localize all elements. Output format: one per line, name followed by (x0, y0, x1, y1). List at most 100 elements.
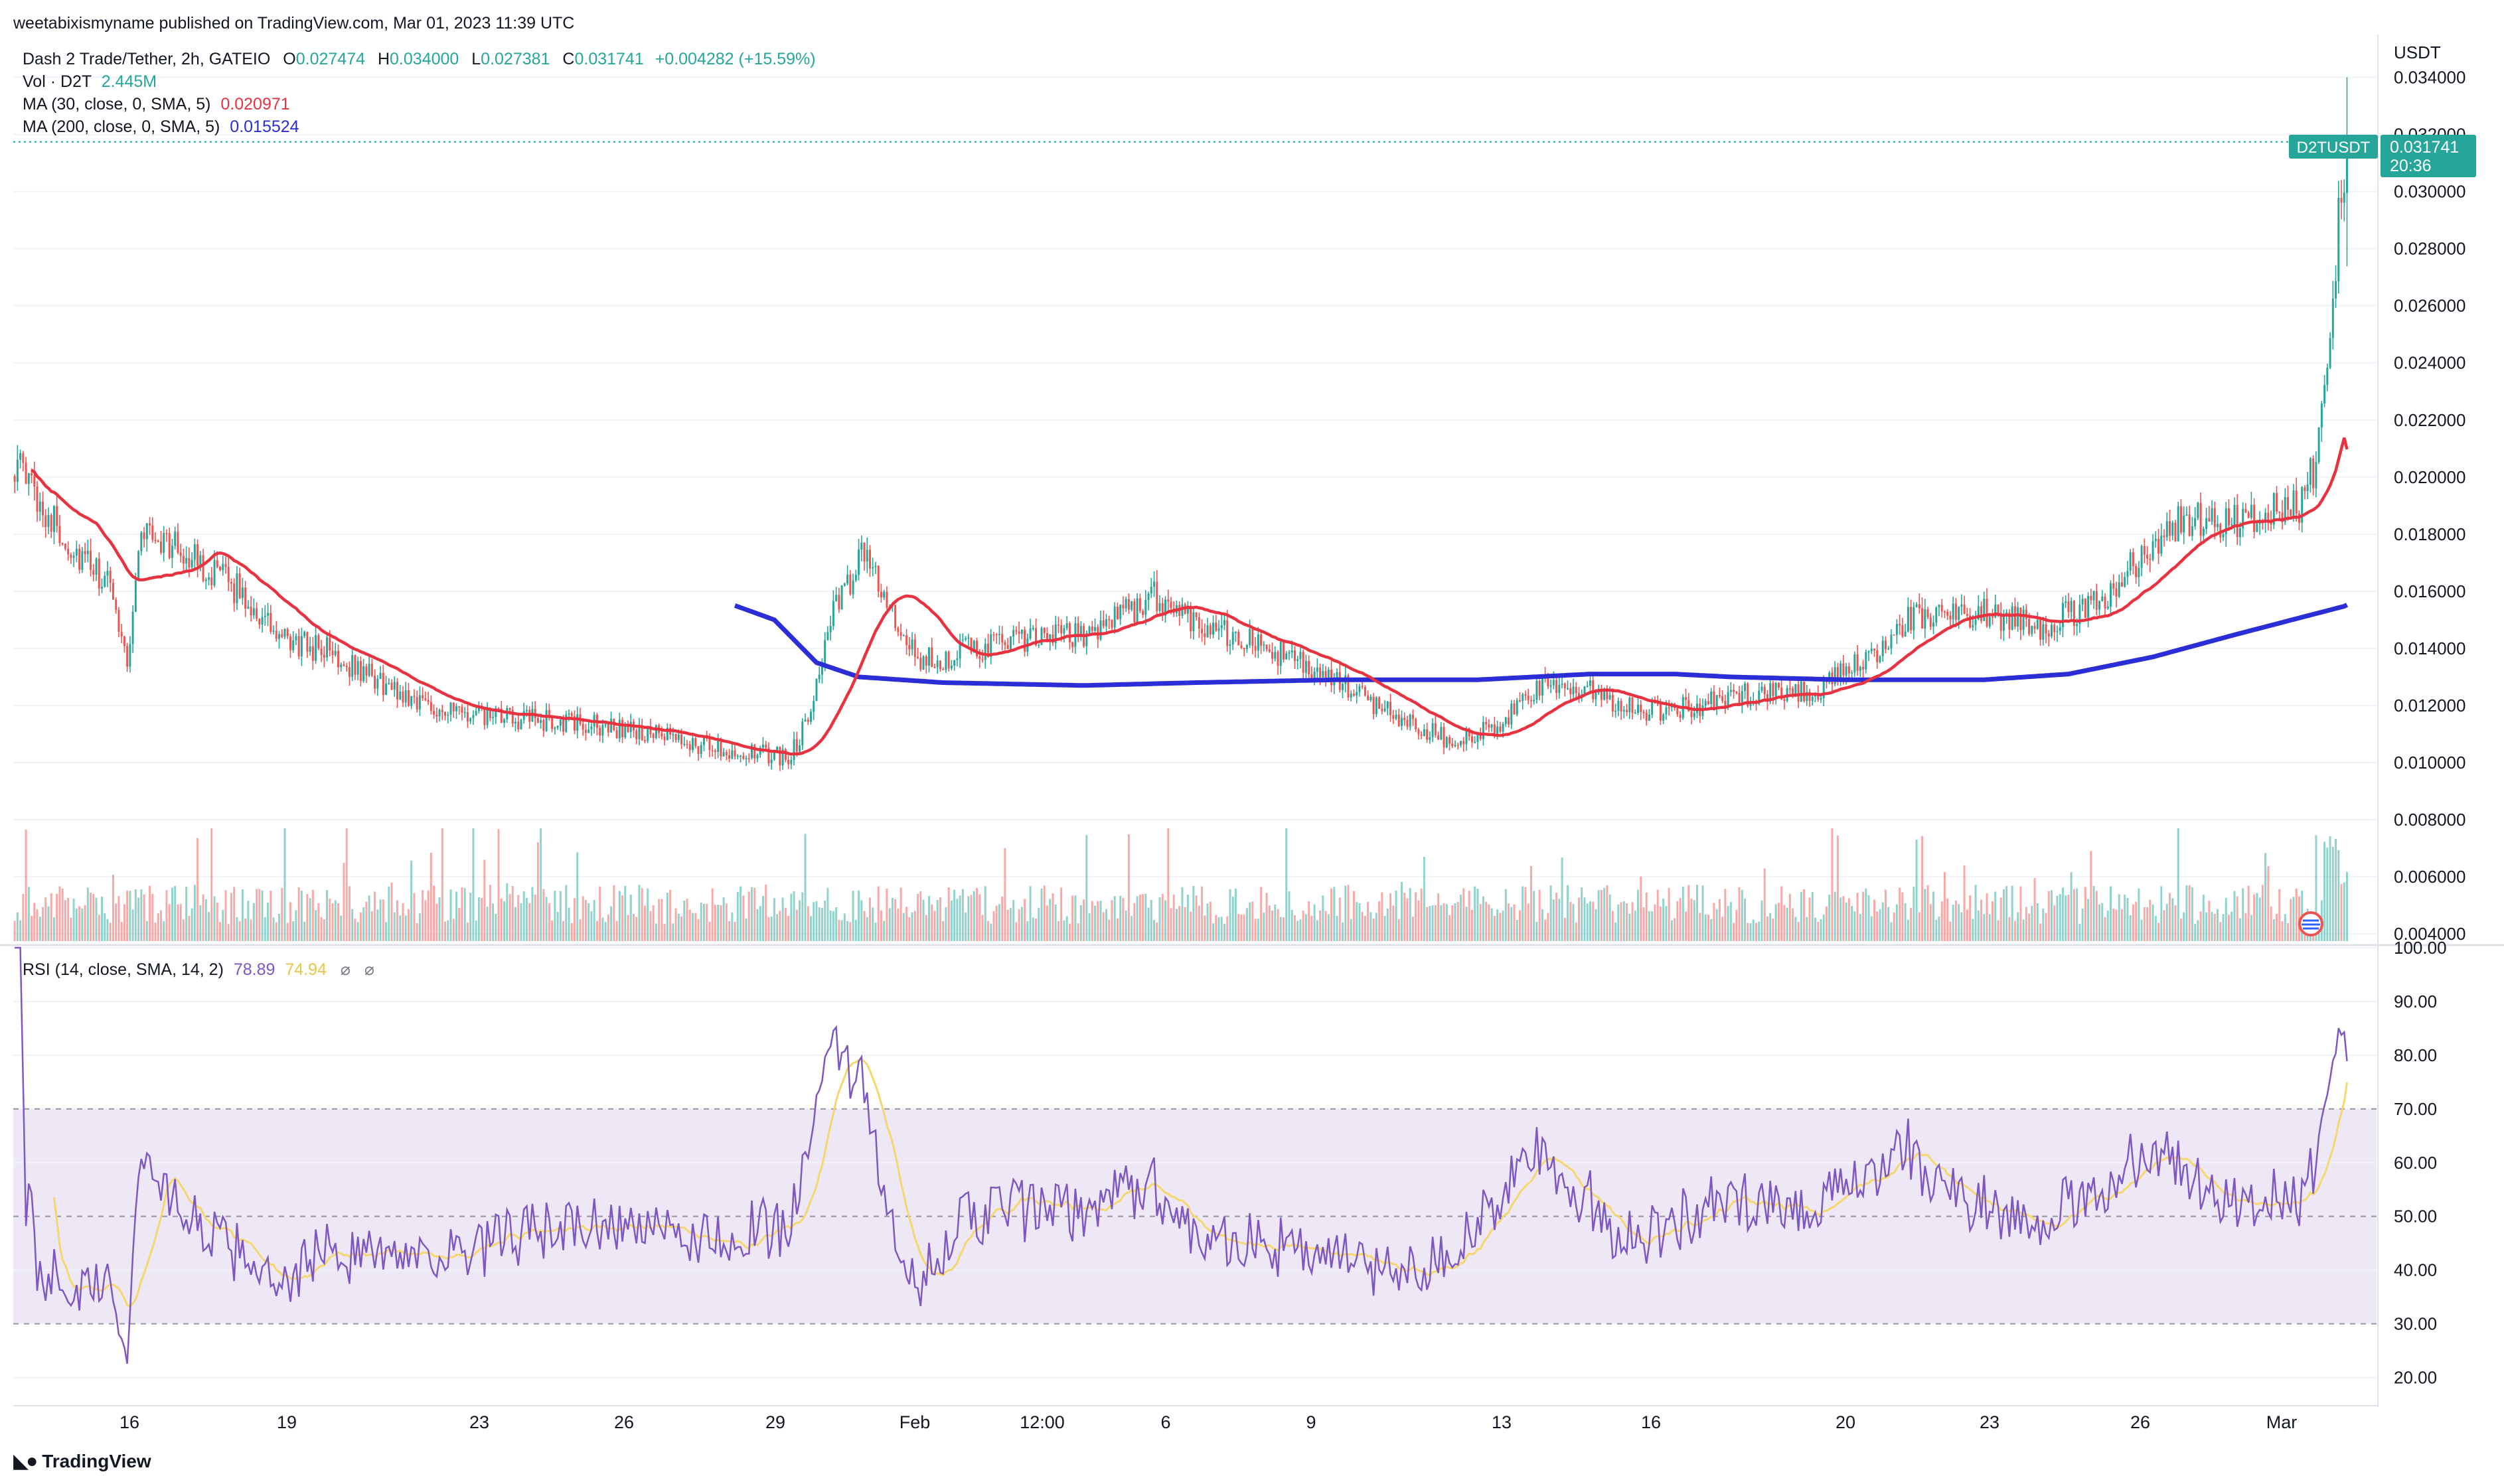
time-axis[interactable]: 16 19 23 26 29 Feb 12:00 6 9 13 16 20 23 26 Mar (119, 1412, 2297, 1432)
volume-bar (990, 923, 992, 941)
candle-body (2312, 458, 2315, 488)
volume-bar (402, 903, 404, 941)
volume-bar (1038, 907, 1040, 941)
candle-body (1733, 690, 1735, 692)
candle-body (1710, 691, 1713, 704)
rsi-axis[interactable]: 100.0090.0080.0070.0060.0050.0040.0030.0… (2394, 938, 2447, 1388)
volume-bar (1836, 835, 1839, 941)
volume-bar (2146, 907, 2149, 941)
volume-bar (992, 911, 995, 941)
candle-body (647, 725, 649, 741)
volume-bar (1682, 886, 1684, 941)
volume-bar (587, 903, 590, 941)
volume-bar (1943, 871, 1946, 941)
price-axis[interactable]: 0.0340000.0320000.0300000.0280000.026000… (2394, 68, 2465, 944)
candle-body (843, 583, 846, 586)
volume-legend[interactable]: Vol · D2T 2.445M (23, 70, 157, 93)
volume-bar (145, 921, 148, 941)
candle-body (1009, 636, 1012, 649)
candle-body (1940, 605, 1943, 612)
symbol-name[interactable]: Dash 2 Trade/Tether, 2h, GATEIO (23, 50, 271, 68)
ma30-legend[interactable]: MA (30, close, 0, SMA, 5) 0.020971 (23, 93, 290, 115)
candle-body (2065, 601, 2067, 603)
candle-body (402, 692, 404, 703)
volume-bar (784, 907, 787, 941)
volume-bar (1606, 885, 1608, 941)
candle-body (1283, 642, 1285, 660)
candle-body (224, 563, 227, 567)
tradingview-logo-icon: ◣● (13, 1450, 38, 1472)
volume-bar (463, 888, 466, 941)
candle-body (2346, 141, 2348, 193)
volume-bar (1558, 899, 1561, 941)
candle-body (1153, 581, 1156, 587)
candle-body (2124, 577, 2126, 587)
volume-bar (1178, 906, 1181, 941)
volume-bar (1797, 921, 1800, 941)
candle-body (2343, 192, 2345, 203)
volume-bar (2183, 912, 2185, 941)
volume-bar (2197, 920, 2199, 941)
alert-icon[interactable] (2298, 911, 2323, 936)
volume-label: Vol · D2T (23, 72, 92, 91)
volume-bar (1999, 897, 2002, 941)
candle-body (1226, 620, 1229, 646)
volume-bar (595, 921, 598, 941)
volume-bar (22, 893, 25, 941)
volume-bar (815, 901, 818, 941)
candle-body (497, 708, 500, 709)
settings-icon[interactable]: ⌀ (364, 960, 374, 979)
candle-body (1296, 658, 1299, 661)
time-tick-label: Mar (2266, 1412, 2298, 1432)
volume-bar (1676, 901, 1679, 941)
volume-bar (846, 921, 849, 941)
ma200-legend[interactable]: MA (200, close, 0, SMA, 5) 0.015524 (23, 115, 299, 138)
volume-bar (1519, 910, 1521, 941)
candle-body (1648, 714, 1650, 721)
candle-body (2267, 512, 2270, 522)
volume-bar (1164, 900, 1166, 941)
candle-body (143, 532, 145, 540)
candle-body (554, 727, 556, 729)
volume-bar (525, 898, 528, 941)
volume-bar (2233, 891, 2236, 941)
candle-body (1401, 717, 1403, 727)
volume-bar (536, 842, 539, 941)
candle-body (1954, 603, 1957, 621)
candle-body (2171, 522, 2174, 536)
candle-body (2053, 625, 2056, 632)
volume-bar (1693, 900, 1695, 941)
symbol-legend[interactable]: Dash 2 Trade/Tether, 2h, GATEIO O0.02747… (23, 48, 816, 70)
volume-bar (472, 828, 475, 941)
candle-body (1788, 688, 1791, 690)
volume-bar (649, 911, 652, 941)
time-tick-label: 6 (1160, 1412, 1170, 1432)
volume-bar (1659, 907, 1662, 941)
candle-body (247, 607, 250, 609)
time-tick-label: 9 (1306, 1412, 1316, 1432)
candle-body (708, 738, 711, 751)
candle-body (2242, 508, 2244, 528)
candle-body (565, 714, 568, 732)
volume-bar (801, 892, 804, 941)
tradingview-logo[interactable]: ◣● TradingView (13, 1449, 151, 1473)
candle-body (134, 580, 137, 612)
volume-bar (1279, 917, 1282, 941)
price-tick-label: 0.034000 (2394, 68, 2465, 88)
candle-body (1116, 606, 1119, 619)
candle-body (736, 755, 739, 757)
volume-bar (281, 887, 283, 941)
volume-bar (765, 885, 767, 941)
hide-icon[interactable]: ⌀ (340, 960, 351, 979)
volume-bar (1940, 901, 1943, 941)
candle-body (2301, 487, 2304, 523)
rsi-legend[interactable]: RSI (14, close, SMA, 14, 2) 78.89 74.94 … (23, 958, 374, 981)
volume-bar (1654, 904, 1656, 941)
candle-body (315, 635, 317, 661)
close-label: C (562, 50, 575, 68)
volume-bar (1811, 891, 1814, 941)
countdown-label: 20:36 (2390, 157, 2432, 175)
candle-body (2022, 609, 2025, 631)
candle-body (761, 745, 764, 748)
